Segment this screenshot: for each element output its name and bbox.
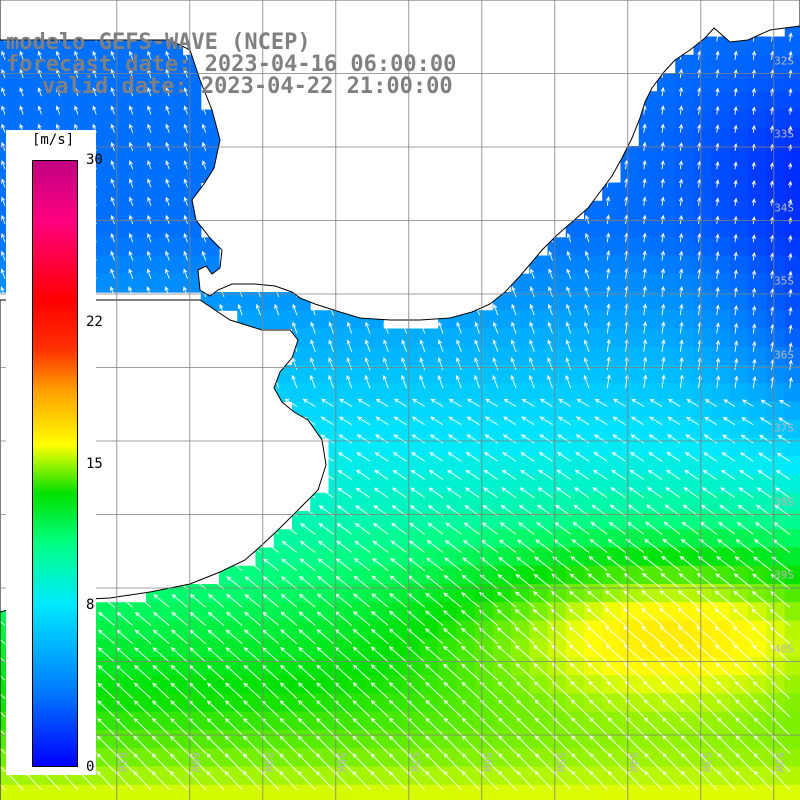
valid-date: valid date: 2023-04-22 21:00:00 <box>42 74 453 99</box>
colorbar-tick-label: 30 <box>86 152 103 168</box>
model-title: modelo GEFS-WAVE (NCEP) <box>6 30 311 55</box>
lat-label: 39S <box>774 568 794 582</box>
colorbar-tick-label: 15 <box>86 455 103 472</box>
lon-label: 53W <box>699 752 713 772</box>
lon-label: 60W <box>188 752 202 772</box>
lon-label: 56W <box>480 752 494 772</box>
lon-label: 61W <box>115 752 129 772</box>
lat-label: 37S <box>774 421 794 435</box>
colorbar-tick-label: 0 <box>86 759 95 775</box>
lat-label: 36S <box>774 348 794 361</box>
lon-label: 57W <box>407 752 421 772</box>
lon-label: 52W <box>772 752 786 772</box>
colorbar <box>32 160 78 767</box>
lon-label: 54W <box>626 752 640 772</box>
colorbar-tick-label: 8 <box>86 597 95 614</box>
lat-label: 38S <box>774 495 794 508</box>
forecast-date: forecast date: 2023-04-16 06:00:00 <box>6 52 457 77</box>
lon-label: 59W <box>261 752 275 772</box>
uruguay-land <box>0 0 800 321</box>
lat-label: 40S <box>774 642 794 655</box>
colorbar-tick-label: 22 <box>86 313 103 330</box>
lat-label: 32S <box>774 54 794 67</box>
lat-label: 35S <box>774 274 794 288</box>
lon-label: 55W <box>553 752 567 772</box>
colorbar-unit: [m/s] <box>32 132 75 148</box>
lon-label: 58W <box>334 752 348 772</box>
lat-label: 34S <box>774 201 794 214</box>
lat-label: 33S <box>774 127 794 141</box>
